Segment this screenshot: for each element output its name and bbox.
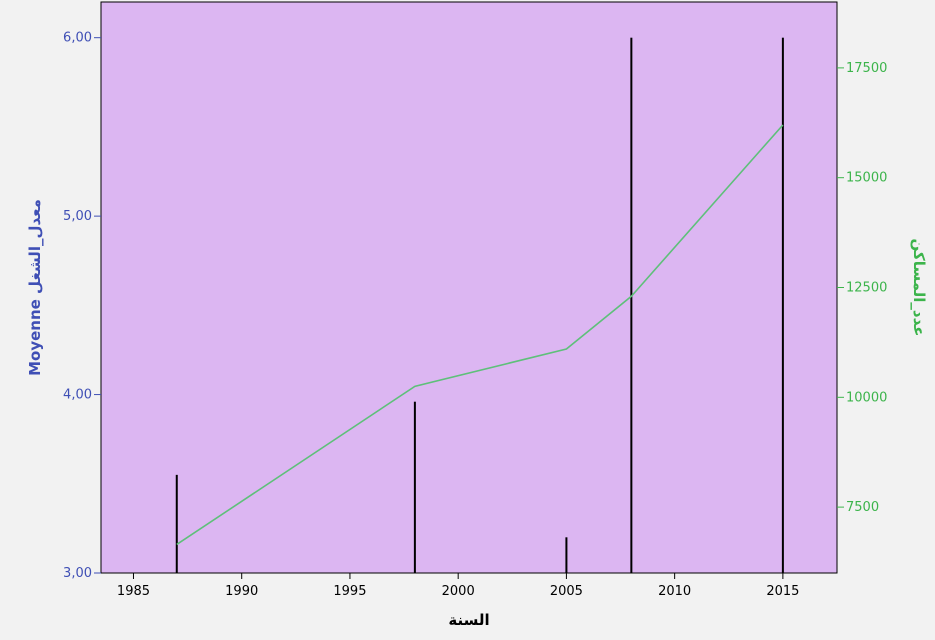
bar-2015 — [781, 37, 784, 573]
x-axis-title: السنة — [448, 611, 489, 629]
x-tick-label-1995: 1995 — [333, 584, 366, 599]
y-right-tick-label-1: 10000 — [846, 390, 887, 405]
y-left-tick-label-0: 3,00 — [63, 566, 92, 581]
x-tick-label-2010: 2010 — [658, 584, 691, 599]
y-left-tick-label-3: 6,00 — [63, 31, 92, 46]
y-right-tick-label-3: 15000 — [846, 171, 887, 186]
y-left-tick-label-1: 4,00 — [63, 388, 92, 403]
plot-area — [100, 1, 838, 574]
bar-1987 — [175, 474, 178, 573]
x-tick-label-1990: 1990 — [225, 584, 258, 599]
y-right-tick-label-2: 12500 — [846, 281, 887, 296]
y-right-axis-title: عدد_المساكن — [910, 238, 928, 336]
y-right-tick-label-4: 17500 — [846, 61, 887, 76]
bar-1998 — [413, 401, 416, 573]
y-left-tick-label-2: 5,00 — [63, 209, 92, 224]
x-tick-label-2000: 2000 — [442, 584, 475, 599]
x-tick-label-2005: 2005 — [550, 584, 583, 599]
y-right-tick-label-0: 7500 — [846, 500, 879, 515]
bar-2008 — [630, 37, 633, 573]
y-left-axis-title: Moyenne معدل_الشغل — [26, 199, 44, 376]
bar-2005 — [565, 537, 568, 573]
x-tick-label-2015: 2015 — [766, 584, 799, 599]
x-tick-label-1985: 1985 — [117, 584, 150, 599]
